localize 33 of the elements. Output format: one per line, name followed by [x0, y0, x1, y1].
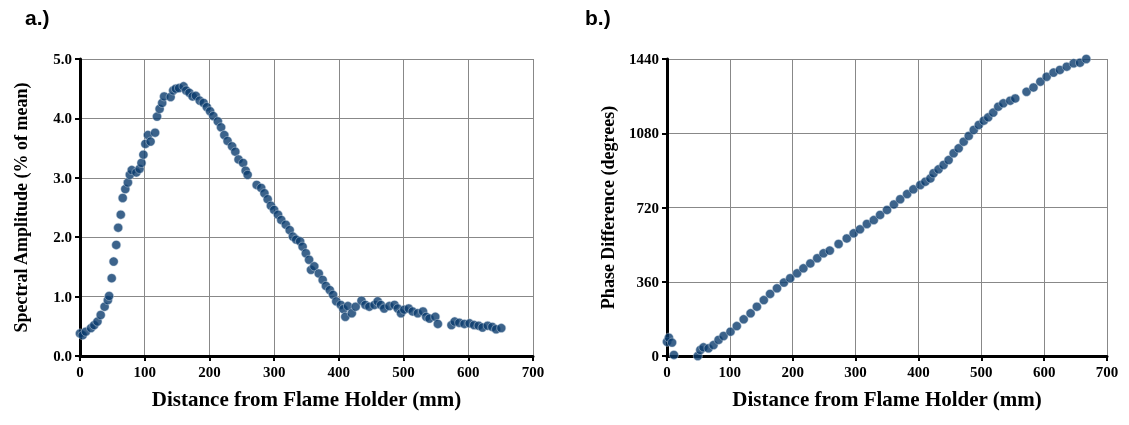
x-tick-label: 300	[262, 363, 286, 380]
x-tick-label: 500	[392, 363, 415, 380]
x-tick-label: 100	[133, 363, 156, 380]
x-tick-label: 200	[198, 363, 221, 380]
y-axis-title: Spectral Amplitude (% of mean)	[11, 82, 32, 333]
y-tick-label: 2.0	[53, 229, 72, 246]
y-tick-label: 720	[636, 199, 659, 216]
y-tick-label: 1440	[629, 51, 659, 67]
x-tick-label: 200	[781, 363, 804, 380]
chart-title: a.)	[25, 6, 50, 29]
y-tick-label: 1.0	[53, 288, 72, 305]
y-tick-label: 3.0	[53, 169, 72, 186]
x-tick-label: 0	[663, 363, 671, 380]
x-tick-label: 100	[718, 363, 742, 380]
x-tick-label: 300	[844, 363, 867, 380]
x-tick-label: 400	[907, 363, 930, 380]
x-tick-label: 0	[76, 363, 84, 380]
x-axis-title: Distance from Flame Holder (mm)	[732, 386, 1042, 411]
chart-title: b.)	[585, 6, 611, 29]
y-tick-label: 360	[636, 273, 659, 290]
x-tick-label: 700	[1095, 363, 1119, 380]
x-axis-title: Distance from Flame Holder (mm)	[151, 386, 462, 411]
x-tick-label: 500	[970, 363, 993, 380]
y-tick-label: 0.0	[53, 348, 72, 364]
y-tick-label: 0	[651, 348, 659, 364]
x-tick-label: 700	[521, 363, 545, 380]
y-tick-label: 4.0	[53, 110, 72, 127]
y-axis-title: Phase Difference (degrees)	[598, 105, 619, 310]
y-tick-label: 5.0	[53, 51, 72, 67]
x-tick-label: 400	[327, 363, 351, 380]
x-tick-label: 600	[457, 363, 480, 380]
x-tick-label: 600	[1032, 363, 1056, 380]
y-tick-label: 1080	[629, 125, 659, 142]
